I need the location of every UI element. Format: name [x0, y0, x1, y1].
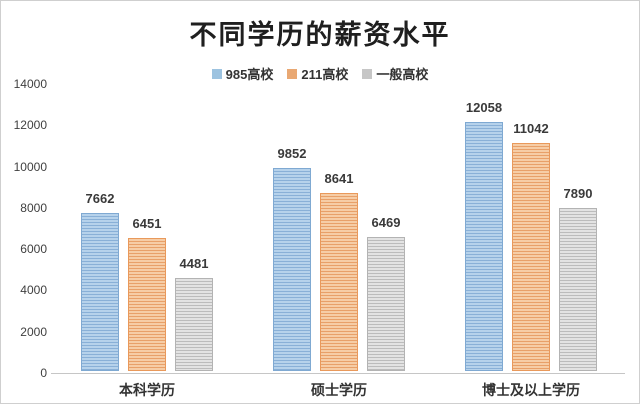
- bar-group: 12058 11042 7890: [465, 100, 597, 371]
- legend-marker-icon: [287, 68, 298, 79]
- x-axis-category-label: 博士及以上学历: [482, 382, 580, 398]
- x-axis-line: [51, 373, 625, 374]
- bar: [465, 122, 503, 371]
- y-tick-label: 6000: [20, 242, 47, 257]
- bar: [367, 237, 405, 371]
- bar-column: 12058: [465, 100, 503, 371]
- bar-value-label: 11042: [513, 121, 549, 136]
- y-tick-label: 2000: [20, 324, 47, 339]
- bar: [81, 213, 119, 371]
- bar-column: 7890: [559, 186, 597, 371]
- y-tick-label: 10000: [13, 159, 47, 174]
- bar: [128, 238, 166, 371]
- bar-value-label: 9852: [277, 146, 307, 161]
- bar-value-label: 6451: [132, 216, 162, 231]
- bar-column: 6469: [367, 215, 405, 371]
- bar-column: 11042: [512, 121, 550, 371]
- bar: [320, 193, 358, 371]
- bar: [512, 143, 550, 371]
- legend-label: 985高校: [225, 67, 274, 82]
- y-tick-label: 14000: [13, 77, 47, 91]
- legend-item: 985高校: [211, 64, 274, 83]
- legend-marker-icon: [362, 68, 373, 79]
- y-tick-label: 0: [40, 366, 47, 380]
- legend-item: 一般高校: [362, 64, 428, 83]
- chart-title: 不同学历的薪资水平: [189, 20, 451, 50]
- bar: [175, 278, 213, 371]
- bar-column: 6451: [128, 216, 166, 371]
- bar-column: 4481: [175, 256, 213, 371]
- legend-marker-icon: [211, 68, 222, 79]
- bar-value-label: 4481: [179, 256, 209, 271]
- x-axis-category-label: 硕士学历: [311, 382, 367, 398]
- bar-value-label: 6469: [371, 215, 401, 230]
- bar-value-label: 7890: [563, 186, 593, 201]
- x-axis-category-label: 本科学历: [119, 382, 175, 398]
- y-tick-label: 12000: [13, 118, 47, 133]
- y-tick-label: 8000: [20, 200, 47, 215]
- chart-legend: 985高校 211高校 一般高校: [1, 64, 639, 83]
- bar: [273, 168, 311, 371]
- legend-item: 211高校: [287, 64, 348, 83]
- legend-label: 211高校: [301, 67, 349, 82]
- bar-value-label: 12058: [465, 100, 503, 115]
- bar-column: 8641: [320, 171, 358, 371]
- bar-column: 7662: [81, 191, 119, 371]
- bar-column: 9852: [273, 146, 311, 371]
- bar: [559, 208, 597, 371]
- y-axis: 0 2000 4000 6000 8000 10000 12000 14000: [1, 1, 47, 403]
- y-tick-label: 4000: [20, 283, 47, 298]
- bar-group: 7662 6451 4481: [81, 191, 213, 371]
- bar-group: 9852 8641 6469: [273, 146, 405, 371]
- legend-label: 一般高校: [376, 67, 429, 82]
- bar-value-label: 8641: [324, 171, 354, 186]
- bar-value-label: 7662: [85, 191, 115, 206]
